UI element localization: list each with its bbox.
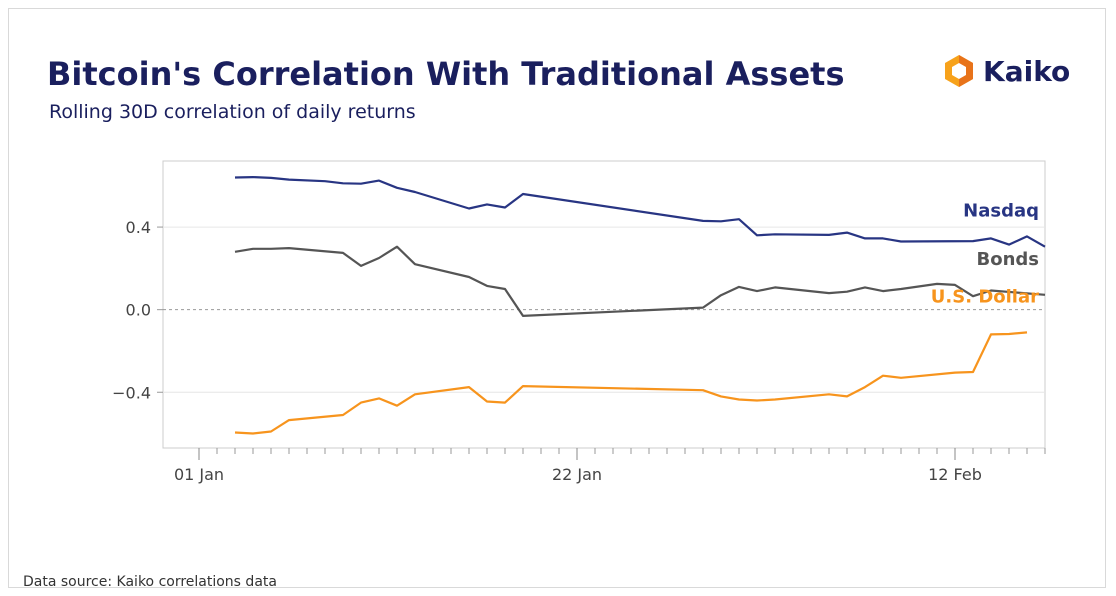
series-line-bonds bbox=[234, 245, 1046, 317]
x-axis: 01 Jan 22 Jan 12 Feb bbox=[174, 448, 1046, 484]
data-source-note: Data source: Kaiko correlations data bbox=[23, 574, 277, 590]
series-label-u-s-dollar: U.S. Dollar bbox=[931, 286, 1039, 307]
logo-wordmark: Kaiko bbox=[983, 54, 1071, 88]
x-tick-label: 12 Feb bbox=[928, 465, 982, 484]
chart-title: Bitcoin's Correlation With Traditional A… bbox=[47, 55, 845, 93]
series-label-nasdaq: Nasdaq bbox=[963, 201, 1039, 222]
series-label-bonds: Bonds bbox=[977, 249, 1040, 270]
x-tick-label: 01 Jan bbox=[174, 465, 224, 484]
y-tick-label: 0.0 bbox=[126, 301, 151, 320]
series-lines bbox=[234, 176, 1046, 435]
y-tick-label: −0.4 bbox=[112, 383, 151, 402]
x-tick-label: 22 Jan bbox=[552, 465, 602, 484]
y-tick-label: 0.4 bbox=[126, 218, 151, 237]
chart-card: Bitcoin's Correlation With Traditional A… bbox=[8, 8, 1106, 590]
kaiko-logo[interactable]: Kaiko bbox=[941, 53, 1070, 89]
series-labels: Nasdaq Bonds U.S. Dollar bbox=[931, 201, 1039, 308]
kaiko-logo-icon bbox=[945, 55, 973, 87]
chart-subtitle: Rolling 30D correlation of daily returns bbox=[49, 101, 416, 123]
y-axis: 0.4 0.0 −0.4 bbox=[112, 218, 1045, 402]
series-line-nasdaq bbox=[234, 176, 1046, 248]
series-line-u-s-dollar bbox=[234, 331, 1028, 435]
plot-area bbox=[162, 160, 1046, 449]
